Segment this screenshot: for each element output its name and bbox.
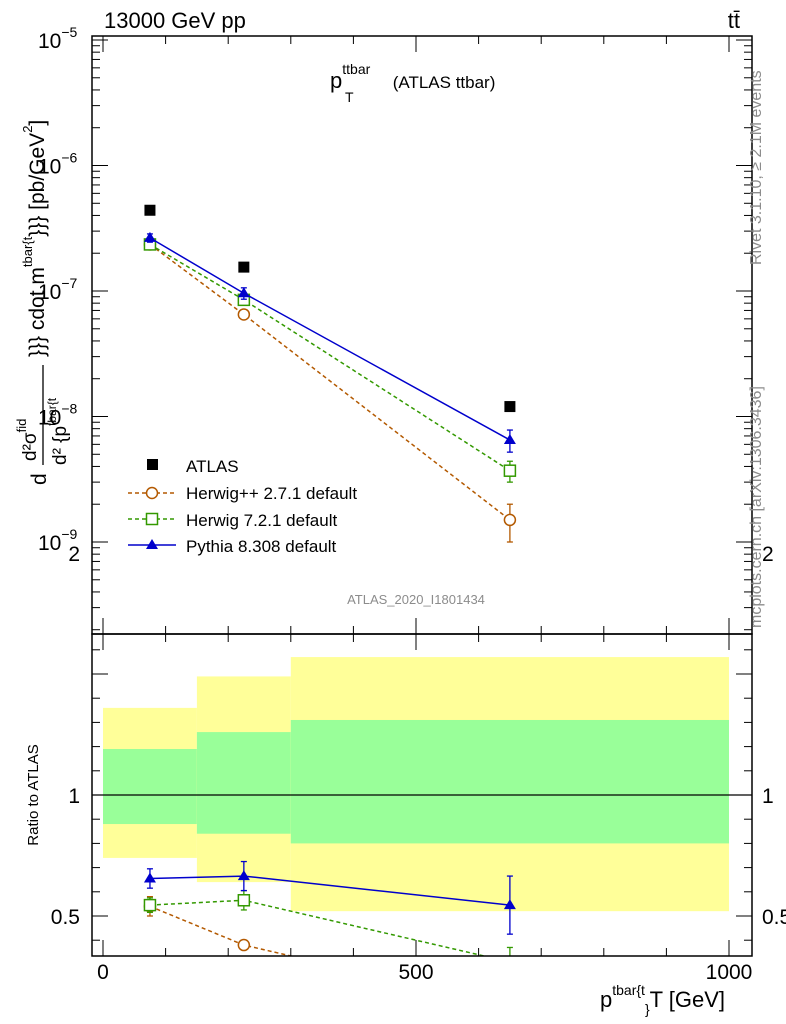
ylabel-frac-top: d²σfid (14, 419, 41, 461)
main-y-tick-label-base: 10 (38, 532, 61, 555)
legend-label-herwig7: Herwig 7.2.1 default (186, 511, 337, 530)
legend-label-pythia: Pythia 8.308 default (186, 537, 337, 556)
main-y-tick-label: 10−8 (38, 401, 78, 430)
legend-marker-atlas (147, 459, 158, 470)
main-y-axis-label: d d²σfid d² {ptbar{t }}} cdot mtbar{t}}}… (14, 120, 71, 485)
rivet-info: Rivet 3.1.10, ≥ 2.1M events (748, 70, 765, 265)
ylabel-lead: d (28, 473, 51, 485)
legend-label-herwigpp: Herwig++ 2.7.1 default (186, 484, 357, 503)
main-y-tick-label: 10−7 (38, 275, 78, 304)
ylabel-units-sup: 2 (20, 126, 35, 133)
plot-title-sub: T (345, 89, 354, 105)
legend-marker-pythia (146, 539, 158, 549)
xlabel-sub: T (650, 987, 663, 1012)
series-line-herwig-2-7-1-default (149, 243, 511, 521)
ratio-y-tick-label-left: 1 (68, 785, 80, 808)
main-y-tick-label-exp: −7 (61, 275, 77, 291)
data-point-atlas (504, 401, 516, 413)
legend-marker-herwigpp (145, 486, 159, 500)
xlabel-sup: tbar{t (612, 982, 645, 998)
ratio-bands (92, 657, 752, 912)
main-y-tick-label-exp: −9 (61, 526, 77, 542)
x-axis-label: ptbar{t}T [GeV] (600, 982, 725, 1017)
ylabel-frac-bottom-text: d² {p (50, 426, 71, 465)
ratio-frame (91, 633, 753, 957)
main-y-tick-label-base: 10 (38, 156, 61, 179)
source-info: mcplots.cern.ch [arXiv:1306.3436] (748, 386, 765, 628)
plot-title-base: p (330, 68, 342, 93)
main-y-tick-label-exp: −8 (61, 401, 77, 417)
x-tick-label: 0 (97, 961, 109, 984)
ratio-y-tick-label-left: 0.5 (51, 906, 80, 929)
data-point-herwig-2-7-1-default (504, 1001, 515, 1012)
xlabel-base: p (600, 987, 612, 1012)
ylabel-units: }}} [pb/GeV (26, 133, 49, 237)
series-line-pythia-8-308-default (149, 237, 511, 441)
uncertainty-band-inner (196, 732, 291, 834)
main-y-tick-label: 10−9 (38, 526, 78, 555)
ratio-panel: 0.5 0.5 1 1 2 2 0 500 1000 Ratio to ATLAS (25, 543, 786, 1012)
main-panel: 10−910−810−710−610−5 pttbar T (ATLAS ttba… (14, 24, 753, 635)
ratio-series-layer (143, 860, 517, 1012)
plot-title: pttbar T (ATLAS ttbar) (330, 61, 495, 105)
energy-label: 13000 GeV pp (104, 8, 246, 33)
xlabel-sub2: } (645, 1001, 650, 1017)
main-y-tick-label: 10−5 (38, 24, 78, 53)
legend-marker-herwig7 (145, 512, 159, 526)
main-y-tick-label: 10−6 (38, 150, 78, 179)
data-point-pythia-8-308-default (503, 433, 516, 444)
data-point-herwig-7-2-1-default (503, 464, 517, 477)
ylabel-frac-bottom-sup: tbar{t (45, 397, 59, 426)
data-point-herwig-7-2-1-default (143, 898, 157, 912)
plot-title-sup: ttbar (342, 61, 370, 77)
data-point-herwig-2-7-1-default (237, 938, 251, 952)
data-point-herwig-2-7-1-default (237, 308, 251, 321)
main-y-tick-label-base: 10 (38, 281, 61, 304)
data-point-pythia-8-308-default (143, 872, 156, 883)
ratio-y-tick-label-right: 1 (762, 785, 774, 808)
data-point-herwig-2-7-1-default (503, 513, 517, 527)
process-label: tt̄ (728, 8, 740, 33)
xlabel-units: [GeV] (663, 987, 725, 1012)
x-tick-label: 1000 (706, 961, 753, 984)
ylabel-middle: }}} cdot mtbar{t}}} [pb/GeV2] (20, 120, 49, 357)
ylabel-middle-sup: tbar{t (20, 236, 35, 267)
legend-label-atlas: ATLAS (186, 457, 239, 476)
ylabel-frac-top-text: d²σ (20, 432, 41, 461)
main-y-tick-label-exp: −6 (61, 150, 77, 166)
data-point-herwig-7-2-1-default (237, 894, 251, 907)
main-y-tick-label-base: 10 (38, 30, 61, 53)
ylabel-middle-text: }}} cdot m (26, 267, 49, 357)
ratio-ticks (92, 634, 752, 956)
data-point-atlas (144, 204, 156, 216)
ratio-y-tick-label-left: 2 (68, 543, 80, 566)
ratio-tick-labels: 0.5 0.5 1 1 2 2 0 500 1000 (51, 543, 786, 984)
series-line-herwig-7-2-1-default (149, 243, 511, 472)
data-point-atlas (238, 261, 250, 273)
legend: ATLAS Herwig++ 2.7.1 default Herwig 7.2.… (128, 457, 357, 556)
data-point-pythia-8-308-default (143, 231, 156, 242)
uncertainty-band-inner (290, 719, 729, 844)
main-y-tick-label-base: 10 (38, 407, 61, 430)
ratio-y-tick-label-right: 0.5 (762, 906, 786, 929)
main-y-tick-labels: 10−910−810−710−610−5 (38, 24, 78, 555)
plot-title-rest: (ATLAS ttbar) (388, 73, 495, 92)
data-point-pythia-8-308-default (503, 899, 516, 910)
ratio-y-axis-label: Ratio to ATLAS (25, 744, 42, 845)
ylabel-frac-bottom: d² {ptbar{t (45, 397, 71, 465)
x-tick-label: 500 (398, 961, 433, 984)
main-y-ticks (92, 36, 752, 634)
data-point-pythia-8-308-default (237, 287, 250, 298)
uncertainty-band-inner (103, 749, 197, 825)
ylabel-units-close: ] (26, 120, 49, 126)
analysis-id: ATLAS_2020_I1801434 (347, 592, 485, 607)
main-y-tick-label-exp: −5 (61, 24, 77, 40)
main-series-layer (143, 204, 517, 543)
data-point-pythia-8-308-default (237, 870, 250, 881)
data-point-herwig-7-2-1-default (503, 955, 517, 956)
ratio-y-tick-label-right: 2 (762, 543, 774, 566)
ylabel-frac-top-sup: fid (14, 419, 29, 433)
